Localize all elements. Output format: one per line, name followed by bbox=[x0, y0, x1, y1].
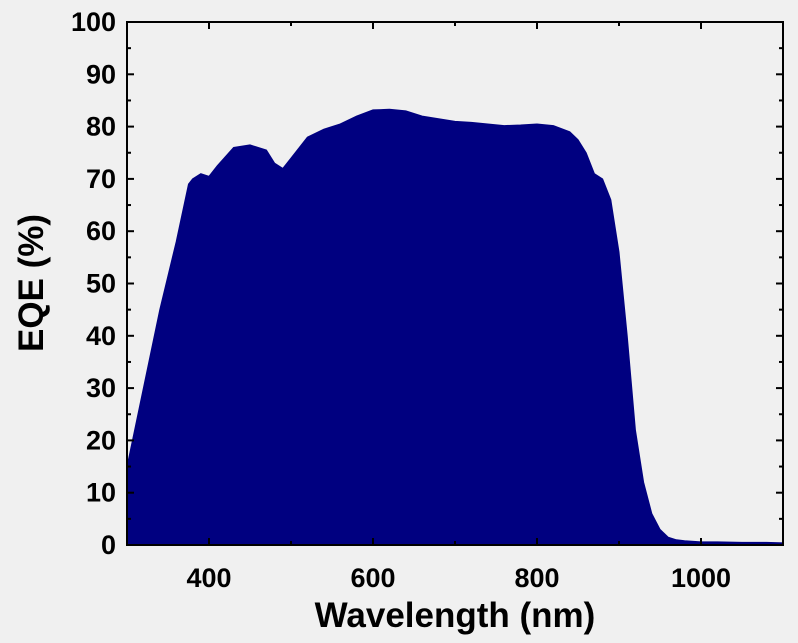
x-tick-label: 1000 bbox=[671, 563, 731, 593]
x-tick-label: 600 bbox=[350, 563, 395, 593]
y-tick-label: 50 bbox=[86, 269, 116, 299]
axes-layer: 0 10 20 30 40 50 60 70 80 90 100 400 600 800 1000 bbox=[71, 7, 784, 593]
x-axis-label: Wavelength (nm) bbox=[315, 596, 596, 635]
y-tick-label: 70 bbox=[86, 164, 116, 194]
y-tick-label: 30 bbox=[86, 373, 116, 403]
x-tick-label: 800 bbox=[514, 563, 559, 593]
y-axis-label: EQE (%) bbox=[12, 214, 51, 352]
y-tick-label: 20 bbox=[86, 425, 116, 455]
x-tick-label: 400 bbox=[186, 563, 231, 593]
area-layer bbox=[126, 108, 784, 546]
y-tick-label: 60 bbox=[86, 216, 116, 246]
eqe-area bbox=[126, 108, 784, 546]
y-tick-label: 90 bbox=[86, 59, 116, 89]
y-tick-label: 0 bbox=[101, 530, 116, 560]
y-tick-label: 10 bbox=[86, 478, 116, 508]
y-tick-label: 100 bbox=[71, 7, 116, 37]
y-tick-label: 80 bbox=[86, 112, 116, 142]
y-tick-label: 40 bbox=[86, 321, 116, 351]
